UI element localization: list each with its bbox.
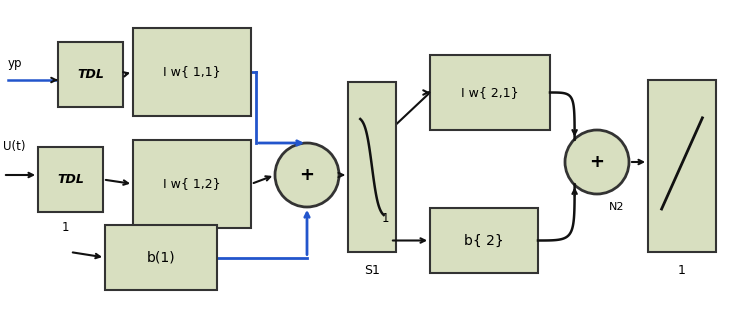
Bar	[430, 208, 538, 273]
Text: 1: 1	[381, 211, 389, 225]
Bar	[430, 55, 550, 130]
Text: I w{ 1,1}: I w{ 1,1}	[163, 65, 220, 78]
Text: 1: 1	[678, 264, 686, 277]
Text: +: +	[299, 166, 315, 184]
Bar	[133, 140, 251, 228]
Ellipse shape	[275, 143, 339, 207]
Text: I w{ 2,1}: I w{ 2,1}	[461, 86, 519, 99]
Bar	[648, 80, 716, 252]
Text: yp: yp	[8, 57, 23, 70]
Text: U(t): U(t)	[3, 140, 26, 153]
Text: S1: S1	[364, 264, 380, 277]
Bar	[38, 147, 103, 212]
Bar	[105, 225, 217, 290]
Text: +: +	[589, 153, 604, 171]
Bar	[133, 28, 251, 116]
Bar	[58, 42, 123, 107]
Text: 1: 1	[61, 221, 69, 234]
Text: b(1): b(1)	[147, 250, 176, 264]
Text: TDL: TDL	[77, 68, 104, 81]
Text: I w{ 1,2}: I w{ 1,2}	[163, 177, 220, 190]
Text: b{ 2}: b{ 2}	[464, 234, 504, 248]
Text: TDL: TDL	[57, 173, 84, 186]
Ellipse shape	[565, 130, 629, 194]
Text: N2: N2	[609, 202, 625, 212]
Bar	[348, 82, 396, 252]
